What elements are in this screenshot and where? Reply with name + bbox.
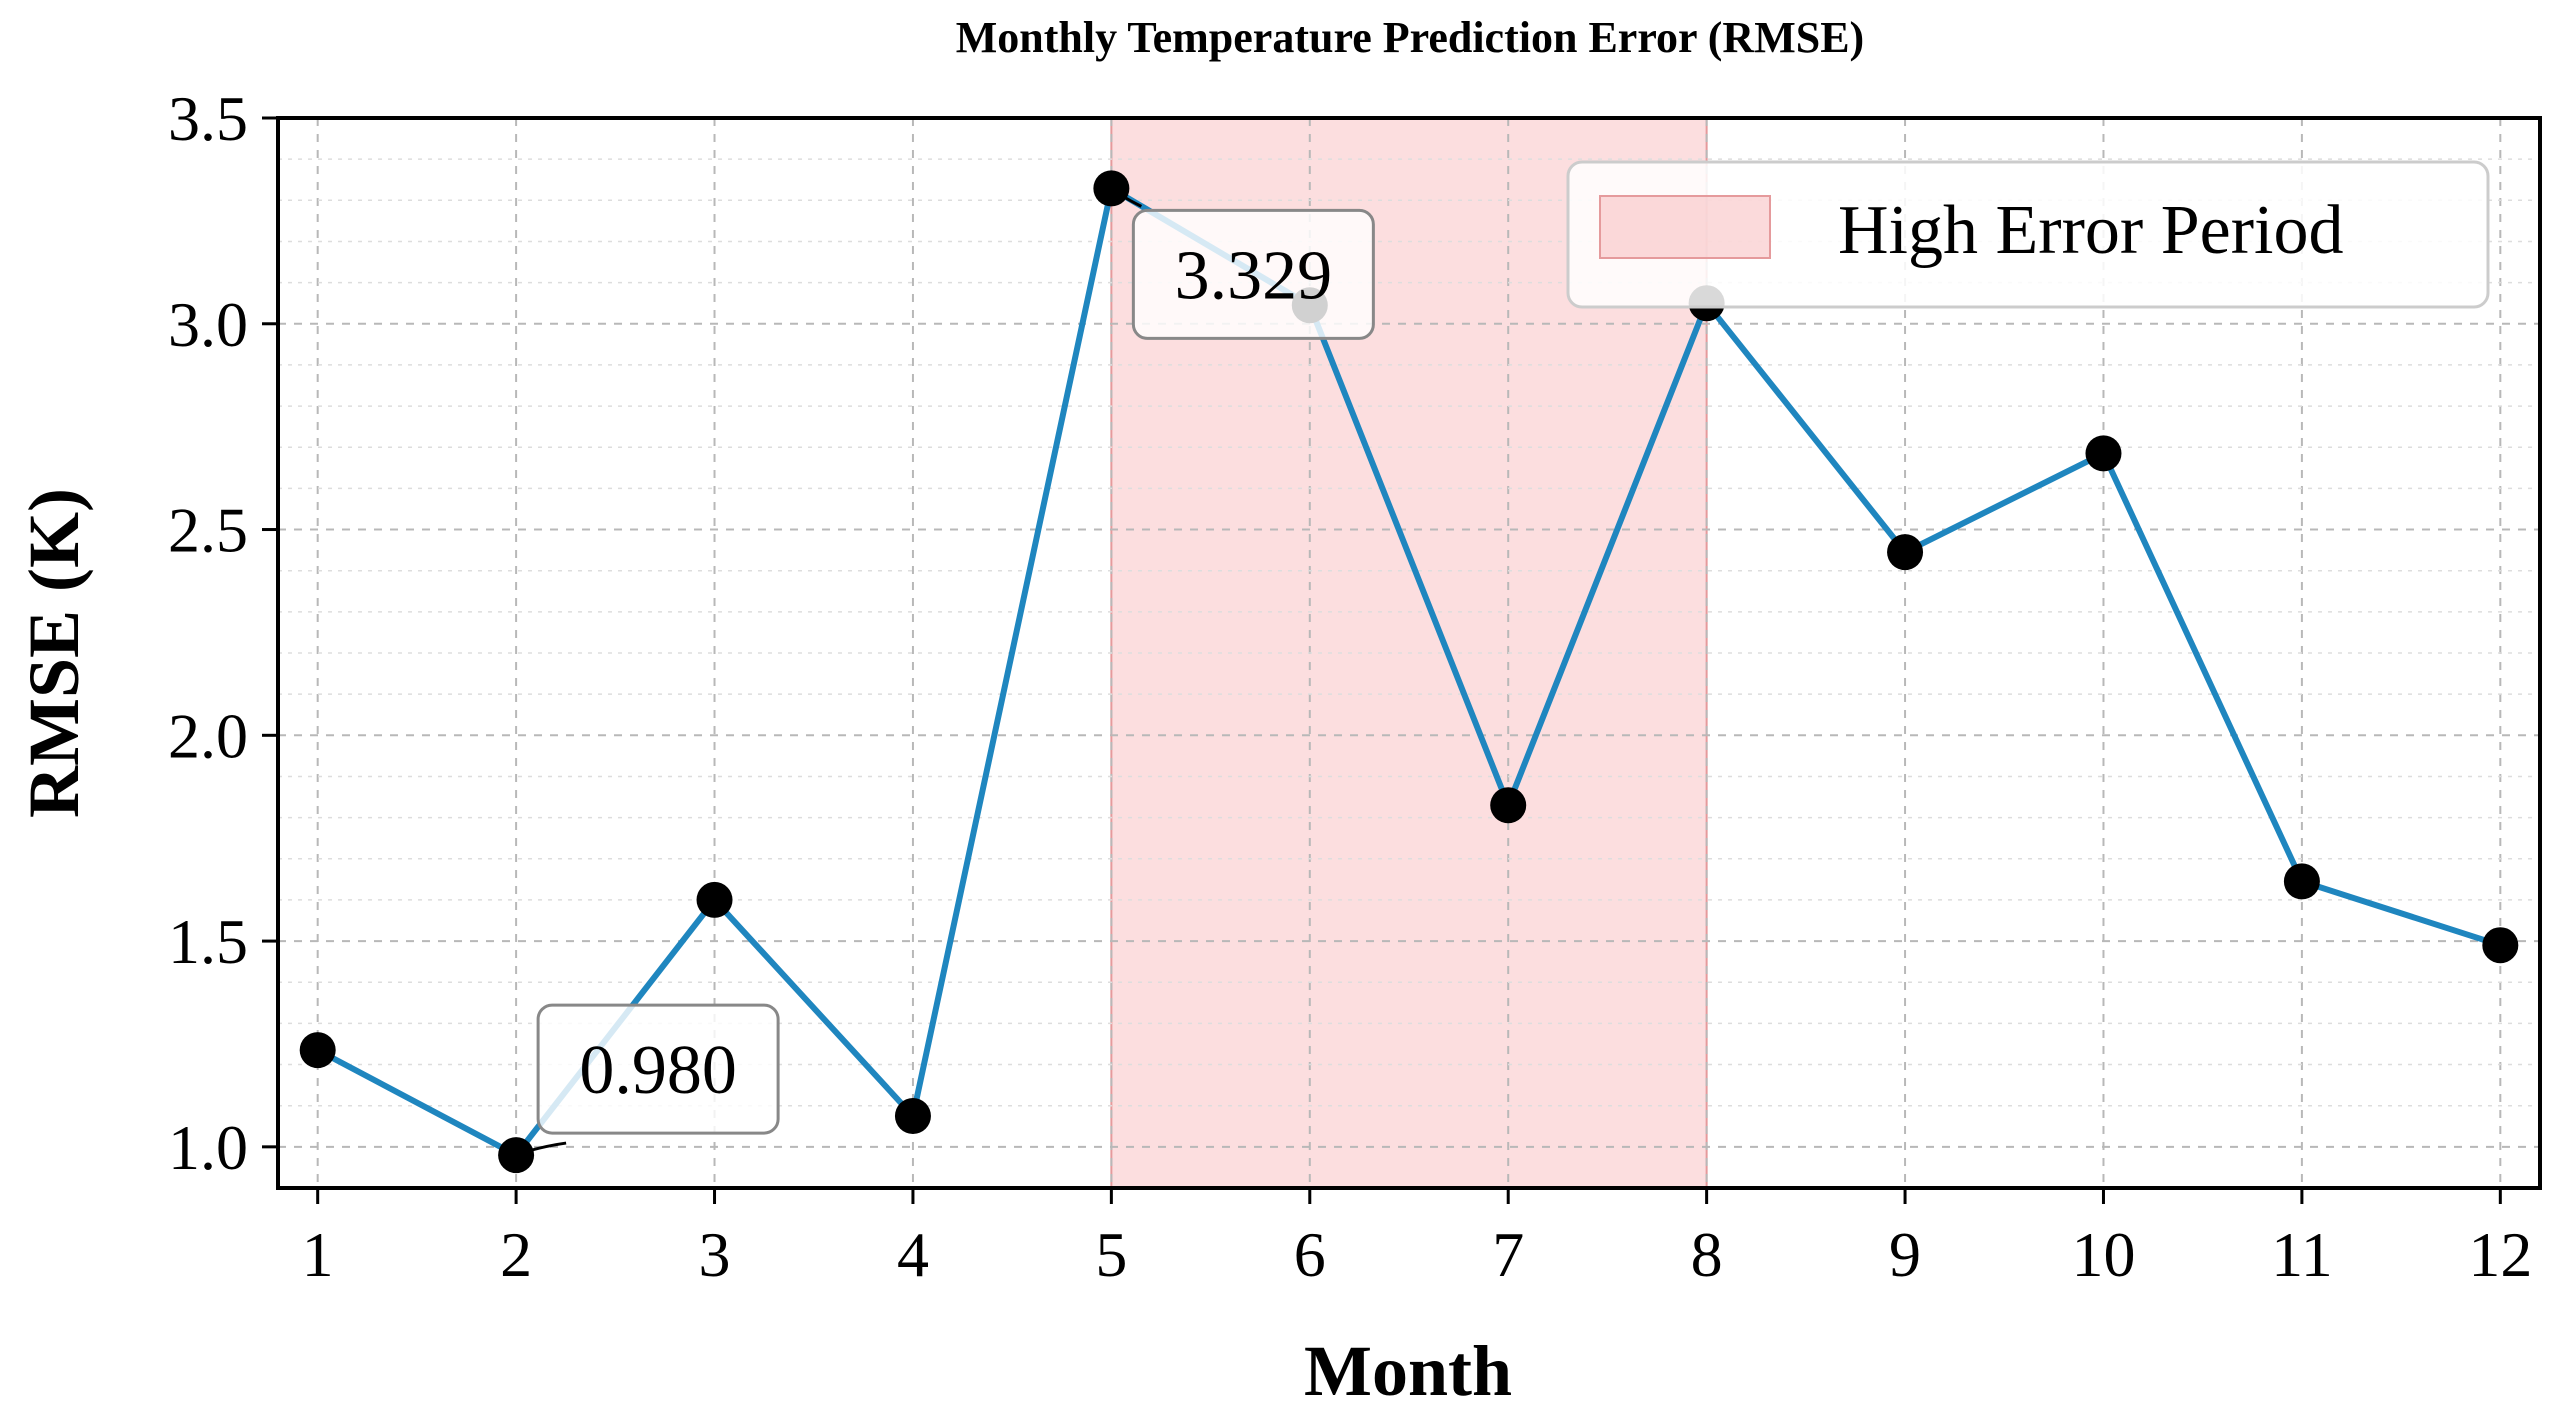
data-point <box>1887 534 1924 571</box>
legend-frame <box>1566 160 2490 309</box>
x-tick-label: 10 <box>2071 1219 2135 1290</box>
data-point <box>2482 927 2519 964</box>
annotation-box <box>1131 208 1375 340</box>
plot-frame <box>276 116 2542 1190</box>
data-point <box>1490 787 1527 824</box>
data-point <box>696 881 733 918</box>
data-point <box>894 1097 931 1134</box>
y-axis-label: RMSE (K) <box>14 488 94 818</box>
ticks-layer: 1 2 3 4 5 6 7 8 9 10 11 121.01.52.02.53.03.5 <box>168 83 2532 1290</box>
legend-label: High Error Period <box>1838 192 2343 269</box>
data-point <box>299 1032 336 1069</box>
x-tick-label: 11 <box>2271 1219 2333 1290</box>
annotation-label: 0.980 <box>579 1032 737 1109</box>
y-tick-label: 3.5 <box>168 83 248 154</box>
series-line-layer <box>316 185 2502 1159</box>
annotation-arrow <box>515 1141 567 1157</box>
x-axis-label: Month <box>1304 1331 1512 1411</box>
x-tick-label: 3 <box>699 1219 731 1290</box>
annotation-box <box>536 1003 780 1135</box>
x-tick-label: 8 <box>1691 1219 1723 1290</box>
x-tick-label: 12 <box>2468 1219 2532 1290</box>
y-tick-label: 2.0 <box>168 700 248 771</box>
x-tick-label: 9 <box>1889 1219 1921 1290</box>
series-line <box>316 185 2502 1159</box>
x-tick-label: 6 <box>1294 1219 1326 1290</box>
x-tick-label: 2 <box>500 1219 532 1290</box>
x-tick-label: 4 <box>897 1219 929 1290</box>
x-tick-label: 7 <box>1492 1219 1524 1290</box>
y-tick-label: 3.0 <box>168 289 248 360</box>
data-point <box>2283 863 2320 900</box>
annotation-label: 3.329 <box>1175 237 1333 314</box>
annotations-layer: 0.980 3.329 <box>515 187 1375 1157</box>
data-point <box>2085 435 2122 472</box>
chart-title: Monthly Temperature Prediction Error (RM… <box>956 13 1864 62</box>
x-tick-label: 5 <box>1095 1219 1127 1290</box>
y-tick-label: 1.5 <box>168 906 248 977</box>
legend: High Error Period <box>1566 160 2490 309</box>
legend-swatch <box>1599 195 1771 259</box>
annotation-arrow <box>1110 187 1143 208</box>
y-tick-label: 2.5 <box>168 495 248 566</box>
x-tick-label: 1 <box>302 1219 334 1290</box>
y-tick-label: 1.0 <box>168 1112 248 1183</box>
